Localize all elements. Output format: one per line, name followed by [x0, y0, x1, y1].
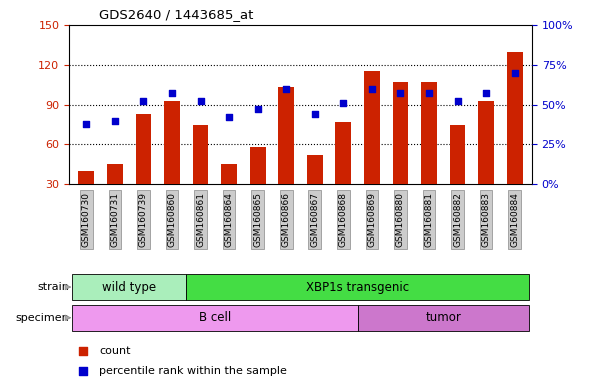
- Bar: [478, 101, 494, 184]
- FancyBboxPatch shape: [186, 274, 529, 300]
- Bar: [78, 171, 94, 184]
- Point: [167, 90, 177, 96]
- Text: B cell: B cell: [199, 311, 231, 324]
- Text: GDS2640 / 1443685_at: GDS2640 / 1443685_at: [99, 8, 254, 21]
- Bar: [136, 114, 151, 184]
- Bar: [221, 164, 237, 184]
- Bar: [107, 164, 123, 184]
- Point: [139, 98, 148, 104]
- Text: wild type: wild type: [102, 281, 156, 293]
- Bar: [507, 51, 523, 184]
- FancyBboxPatch shape: [358, 305, 529, 331]
- Text: XBP1s transgenic: XBP1s transgenic: [306, 281, 409, 293]
- Text: count: count: [99, 346, 130, 356]
- Point: [281, 86, 291, 92]
- Bar: [307, 155, 323, 184]
- Point: [110, 118, 120, 124]
- Text: specimen: specimen: [15, 313, 69, 323]
- Point: [395, 90, 405, 96]
- Point: [82, 121, 91, 127]
- Point: [453, 98, 462, 104]
- Point: [367, 86, 377, 92]
- Bar: [164, 101, 180, 184]
- Point: [196, 98, 206, 104]
- Bar: [193, 124, 209, 184]
- Bar: [278, 88, 294, 184]
- Point: [481, 90, 491, 96]
- Point: [78, 368, 88, 374]
- Point: [510, 70, 519, 76]
- Point: [224, 114, 234, 121]
- Bar: [450, 124, 465, 184]
- Text: percentile rank within the sample: percentile rank within the sample: [99, 366, 287, 376]
- Bar: [364, 71, 380, 184]
- Text: tumor: tumor: [426, 311, 462, 324]
- FancyBboxPatch shape: [72, 305, 358, 331]
- FancyBboxPatch shape: [72, 274, 186, 300]
- Point: [253, 106, 263, 113]
- Point: [78, 348, 88, 354]
- Point: [338, 100, 348, 106]
- Point: [310, 111, 320, 117]
- Bar: [335, 122, 351, 184]
- Bar: [421, 82, 437, 184]
- Point: [424, 90, 434, 96]
- Bar: [250, 147, 266, 184]
- Bar: [392, 82, 408, 184]
- Text: strain: strain: [37, 282, 69, 292]
